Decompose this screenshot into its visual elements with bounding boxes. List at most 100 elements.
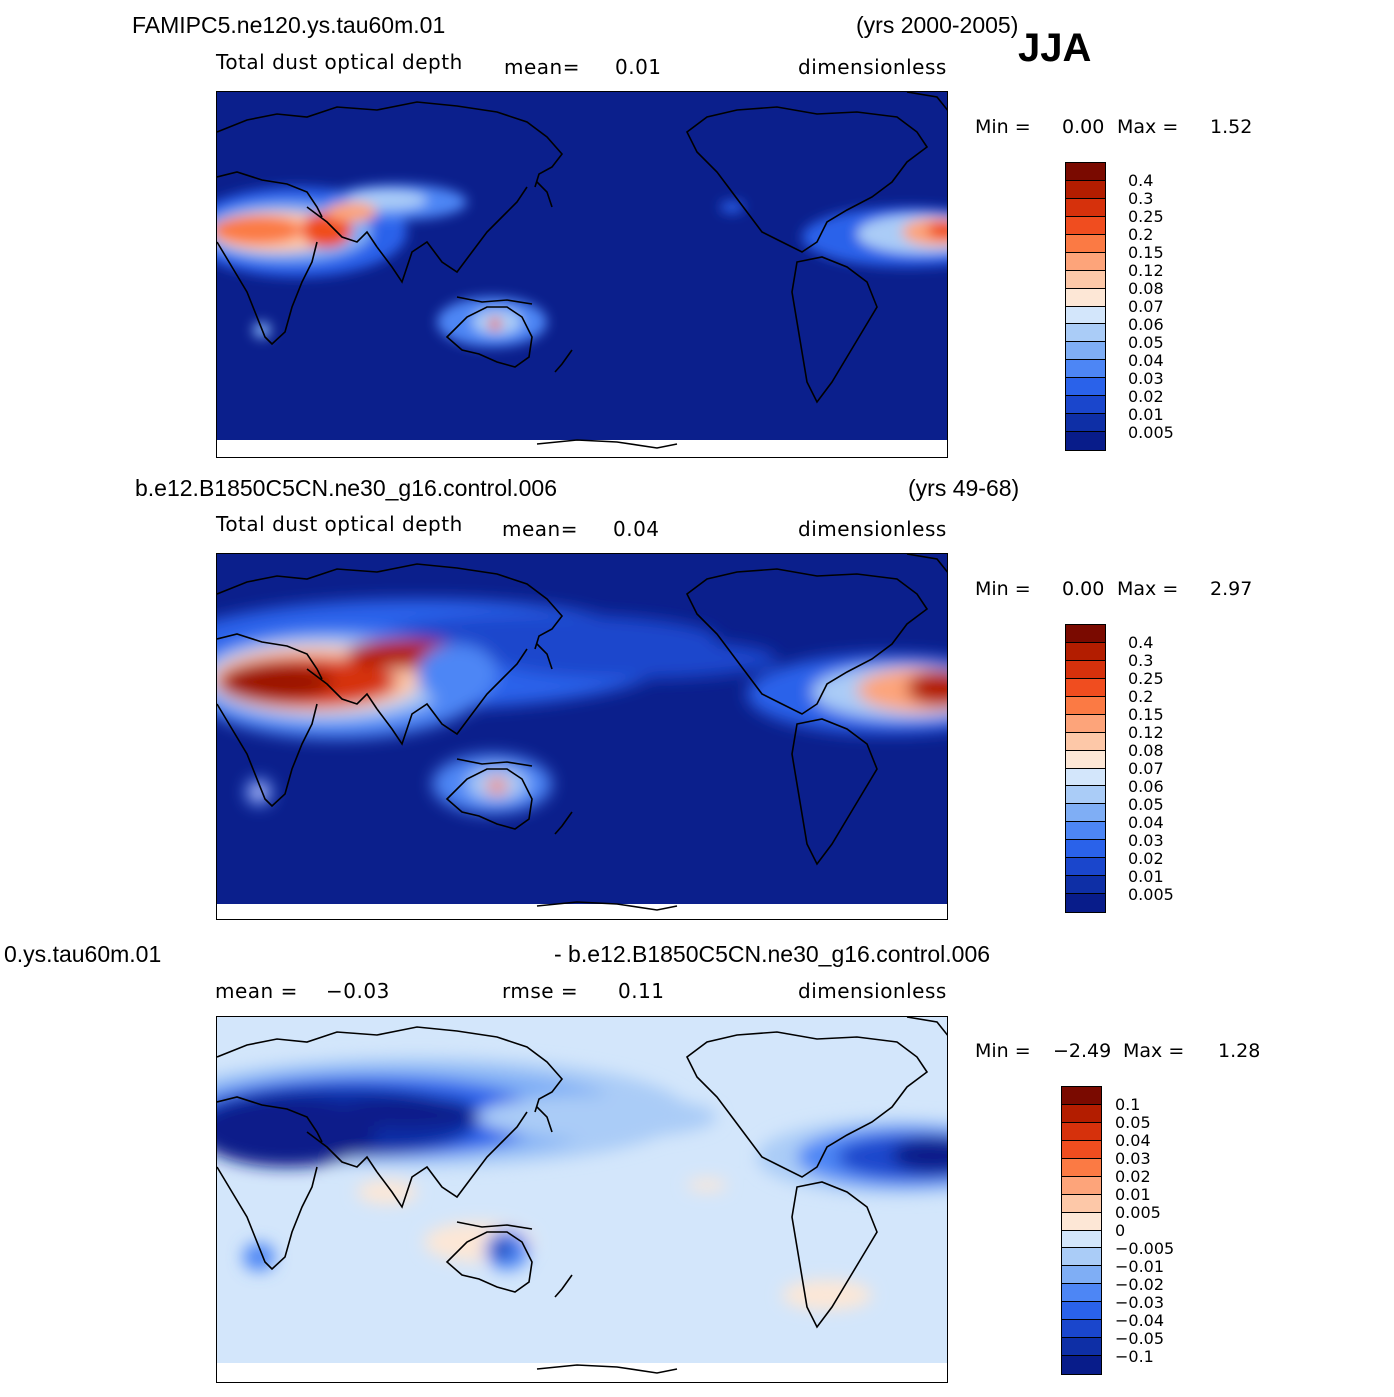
colorbar-level-label: 0.03 <box>1128 369 1164 388</box>
colorbar-level-label: 0.005 <box>1115 1203 1161 1222</box>
colorbar-level-label: 0.02 <box>1128 849 1164 868</box>
colorbar-level-label: 0.08 <box>1128 279 1164 298</box>
colorbar-level-label: 0.4 <box>1128 633 1154 652</box>
colorbar-level-label: −0.1 <box>1115 1347 1154 1366</box>
colorbar-level-label: 0.01 <box>1128 867 1164 886</box>
colorbar-segment <box>1062 1140 1101 1159</box>
panel2-map <box>216 553 948 920</box>
panel1-map <box>216 91 948 458</box>
panel2-max-label: Max = <box>1117 578 1179 600</box>
colorbar-segment <box>1066 858 1105 877</box>
ocean-background <box>217 92 947 457</box>
panel2-case-name: b.e12.B1850C5CN.ne30_g16.control.006 <box>135 475 557 501</box>
colorbar-level-label: 0.07 <box>1128 297 1164 316</box>
colorbar-level-label: 0.04 <box>1128 351 1164 370</box>
missing-data-band <box>217 904 947 919</box>
colorbar-segment <box>1066 252 1105 271</box>
colorbar-segment <box>1062 1338 1101 1357</box>
colorbar-level-label: 0.02 <box>1128 387 1164 406</box>
panel3-min-label: Min = <box>975 1040 1031 1062</box>
colorbar-level-label: 0.06 <box>1128 315 1164 334</box>
colorbar-level-label: 0.06 <box>1128 777 1164 796</box>
colorbar-level-label: 0.02 <box>1115 1167 1151 1186</box>
colorbar-level-label: 0.01 <box>1115 1185 1151 1204</box>
colorbar-segment <box>1062 1266 1101 1285</box>
colorbar-level-label: 0.05 <box>1128 333 1164 352</box>
panel2-min-value: 0.00 <box>1062 578 1105 600</box>
colorbar-level-label: 0.12 <box>1128 723 1164 742</box>
colorbar-level-label: −0.04 <box>1115 1311 1165 1330</box>
colorbar-segment <box>1062 1212 1101 1231</box>
season-label: JJA <box>1018 26 1092 70</box>
panel3-case-name-left: 0.ys.tau60m.01 <box>4 941 162 967</box>
colorbar-segment <box>1066 732 1105 751</box>
panel3-map <box>216 1016 948 1383</box>
colorbar-level-label: 0.01 <box>1128 405 1164 424</box>
colorbar-segment <box>1066 714 1105 733</box>
panel1-case-name: FAMIPC5.ne120.ys.tau60m.01 <box>132 12 446 38</box>
colorbar-segment <box>1066 198 1105 217</box>
panel2-map-svg <box>217 554 947 919</box>
panel3-max-label: Max = <box>1123 1040 1185 1062</box>
dust-field <box>217 599 947 814</box>
colorbar-segment <box>1062 1158 1101 1177</box>
coastlines <box>217 554 947 911</box>
colorbar-segment <box>1062 1194 1101 1213</box>
colorbar-segment <box>1062 1248 1101 1267</box>
colorbar-segment <box>1066 768 1105 787</box>
colorbar-level-label: 0.04 <box>1115 1131 1151 1150</box>
panel3-mean-label: mean = <box>215 979 298 1003</box>
colorbar-segment <box>1066 324 1105 343</box>
colorbar-segment <box>1066 414 1105 433</box>
colorbar-segment <box>1062 1320 1101 1339</box>
panel3-colorbar <box>1061 1086 1102 1375</box>
panel3-min-value: −2.49 <box>1053 1040 1112 1062</box>
colorbar-level-label: 0.25 <box>1128 669 1164 688</box>
colorbar-segment <box>1066 822 1105 841</box>
colorbar-level-label: −0.05 <box>1115 1329 1165 1348</box>
panel2-years: (yrs 49-68) <box>908 475 1020 501</box>
colorbar-segment <box>1066 163 1105 181</box>
colorbar-level-label: 0.25 <box>1128 207 1164 226</box>
panel1-mean-value: 0.01 <box>615 55 662 79</box>
colorbar-level-label: 0.3 <box>1128 189 1154 208</box>
colorbar-level-label: 0.3 <box>1128 651 1154 670</box>
missing-data-band <box>217 1363 947 1382</box>
colorbar-segment <box>1066 288 1105 307</box>
panel2-variable: Total dust optical depth <box>216 512 463 536</box>
colorbar-segment <box>1062 1087 1101 1105</box>
colorbar-level-label: 0.08 <box>1128 741 1164 760</box>
panel1-min-value: 0.00 <box>1062 116 1105 138</box>
colorbar-segment <box>1066 750 1105 769</box>
colorbar-level-label: 0.03 <box>1128 831 1164 850</box>
colorbar-level-label: 0.03 <box>1115 1149 1151 1168</box>
colorbar-segment <box>1066 786 1105 805</box>
panel1-map-svg <box>217 92 947 457</box>
panel2-mean-label: mean= <box>502 517 578 541</box>
panel3-map-svg <box>217 1017 947 1382</box>
dust-field <box>217 184 947 347</box>
colorbar-level-label: −0.02 <box>1115 1275 1165 1294</box>
panel3-max-value: 1.28 <box>1218 1040 1261 1062</box>
colorbar-segment <box>1066 696 1105 715</box>
colorbar-segment <box>1066 876 1105 895</box>
colorbar-level-label: 0.04 <box>1128 813 1164 832</box>
colorbar-segment <box>1066 840 1105 859</box>
colorbar-segment <box>1066 216 1105 235</box>
panel2-units: dimensionless <box>798 517 947 541</box>
panel1-years: (yrs 2000-2005) <box>856 12 1019 38</box>
colorbar-segment <box>1066 678 1105 697</box>
colorbar-level-label: −0.005 <box>1115 1239 1175 1258</box>
panel3-case-name-right: - b.e12.B1850C5CN.ne30_g16.control.006 <box>554 941 991 967</box>
colorbar-level-label: 0.4 <box>1128 171 1154 190</box>
colorbar-segment <box>1066 234 1105 253</box>
colorbar-segment <box>1062 1356 1101 1374</box>
coastlines <box>217 92 947 449</box>
missing-data-band <box>217 440 947 457</box>
panel2-colorbar-labels: 0.4 0.3 0.25 0.2 0.15 0.12 0.08 0.07 0.06 0.05 0.0… <box>1128 634 1174 904</box>
panel1-max-label: Max = <box>1117 116 1179 138</box>
colorbar-segment <box>1062 1104 1101 1123</box>
colorbar-level-label: 0.07 <box>1128 759 1164 778</box>
panel3-rmse-value: 0.11 <box>618 979 665 1003</box>
colorbar-segment <box>1062 1302 1101 1321</box>
